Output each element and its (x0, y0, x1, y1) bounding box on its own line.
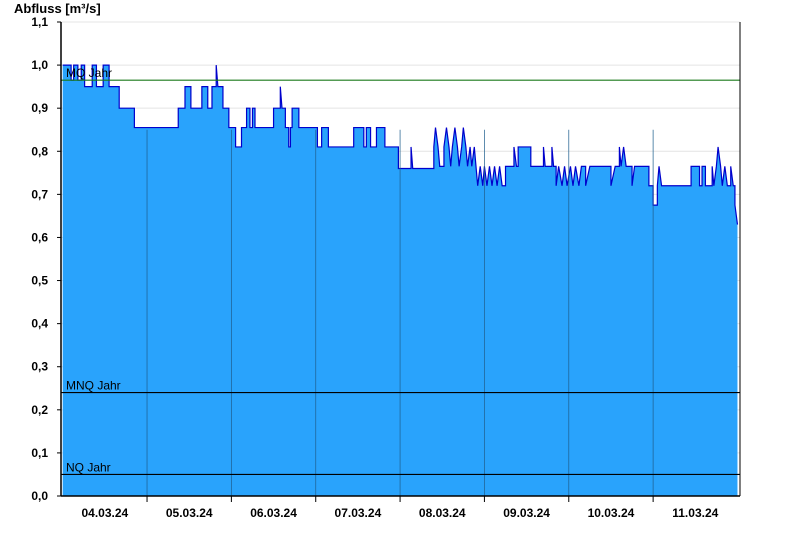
x-tick-label: 06.03.24 (250, 506, 297, 520)
reference-line-label: MNQ Jahr (66, 379, 121, 393)
reference-lines: MQ Jahr MNQ Jahr NQ Jahr (61, 66, 740, 476)
reference-line-label: MQ Jahr (66, 66, 112, 80)
y-tick-label: 0,9 (31, 101, 48, 115)
x-tick-label: 09.03.24 (503, 506, 550, 520)
x-tick-labels: 04.03.24 05.03.24 06.03.24 07.03.24 08.03.24… (82, 506, 719, 520)
y-tick-label: 0,0 (31, 489, 48, 503)
discharge-line (62, 64, 739, 225)
y-axis-label: Abfluss [m³/s] (14, 1, 101, 16)
reference-line-label: NQ Jahr (66, 460, 111, 474)
x-tick-label: 05.03.24 (166, 506, 213, 520)
y-tick-label: 1,1 (31, 15, 48, 29)
y-tick-labels: 0,0 0,1 0,2 0,3 0,4 0,5 0,6 0,7 0,8 0,9 1,0 1,1 (31, 15, 48, 503)
y-tick-label: 0,5 (31, 274, 48, 288)
y-tick-label: 1,0 (31, 58, 48, 72)
y-tick-label: 0,2 (31, 403, 48, 417)
x-tick-label: 04.03.24 (82, 506, 129, 520)
x-tick-label: 08.03.24 (419, 506, 466, 520)
x-tick-label: 10.03.24 (588, 506, 635, 520)
x-tick-label: 07.03.24 (335, 506, 382, 520)
x-tick-label: 11.03.24 (672, 506, 718, 520)
y-tick-label: 0,8 (31, 144, 48, 158)
axes (57, 21, 741, 502)
y-tick-label: 0,3 (31, 360, 48, 374)
y-tick-label: 0,4 (31, 317, 48, 331)
y-tick-label: 0,7 (31, 187, 48, 201)
y-tick-label: 0,1 (31, 446, 48, 460)
y-tick-label: 0,6 (31, 230, 48, 244)
day-separator-lines (146, 129, 654, 496)
